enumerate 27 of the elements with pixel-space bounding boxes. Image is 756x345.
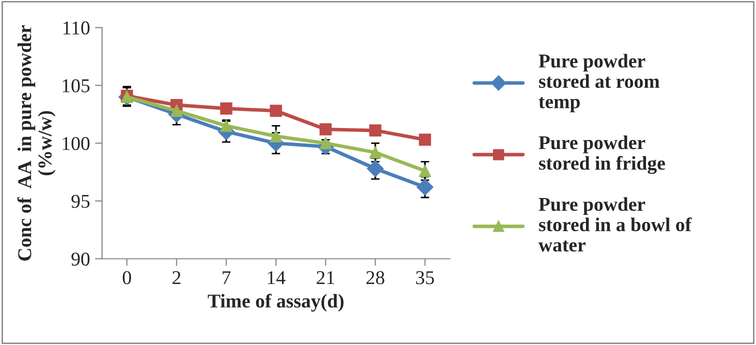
y-tick-label: 110 bbox=[64, 21, 90, 35]
x-tick-label: 28 bbox=[366, 271, 384, 284]
y-tick-label: 100 bbox=[62, 136, 90, 150]
point bbox=[270, 130, 282, 142]
point bbox=[369, 124, 382, 137]
point bbox=[170, 104, 183, 117]
x-tick-label: 21 bbox=[316, 271, 334, 284]
legend-label: Pure powder stored in fridge bbox=[538, 136, 666, 174]
y-tick-label: 90 bbox=[71, 252, 90, 266]
point bbox=[220, 120, 232, 132]
legend-label: Pure powder stored in a bowl of water bbox=[538, 197, 692, 252]
point bbox=[369, 146, 382, 158]
x-tick-label: 7 bbox=[222, 271, 231, 284]
x-axis-title: Time of assay(d) bbox=[208, 294, 344, 312]
x-tick-label: 14 bbox=[268, 271, 286, 284]
y-tick-label: 105 bbox=[62, 79, 90, 92]
point bbox=[270, 104, 282, 117]
x-tick-label: 2 bbox=[172, 271, 180, 284]
legend-label: Pure powder stored at room temp bbox=[538, 54, 660, 112]
point bbox=[220, 102, 232, 115]
point bbox=[320, 123, 332, 136]
x-tick-label: 0 bbox=[122, 271, 132, 284]
y-tick-label: 95 bbox=[71, 194, 90, 208]
x-tick-label: 35 bbox=[416, 271, 434, 284]
point bbox=[418, 164, 432, 177]
point bbox=[418, 134, 432, 146]
y-axis-title: Conc of AA in pure powder (%w/w) bbox=[17, 25, 56, 261]
